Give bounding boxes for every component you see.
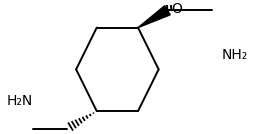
Polygon shape xyxy=(138,6,170,28)
Text: H₂N: H₂N xyxy=(7,94,33,108)
Text: NH₂: NH₂ xyxy=(221,48,248,62)
Text: O: O xyxy=(171,2,182,16)
